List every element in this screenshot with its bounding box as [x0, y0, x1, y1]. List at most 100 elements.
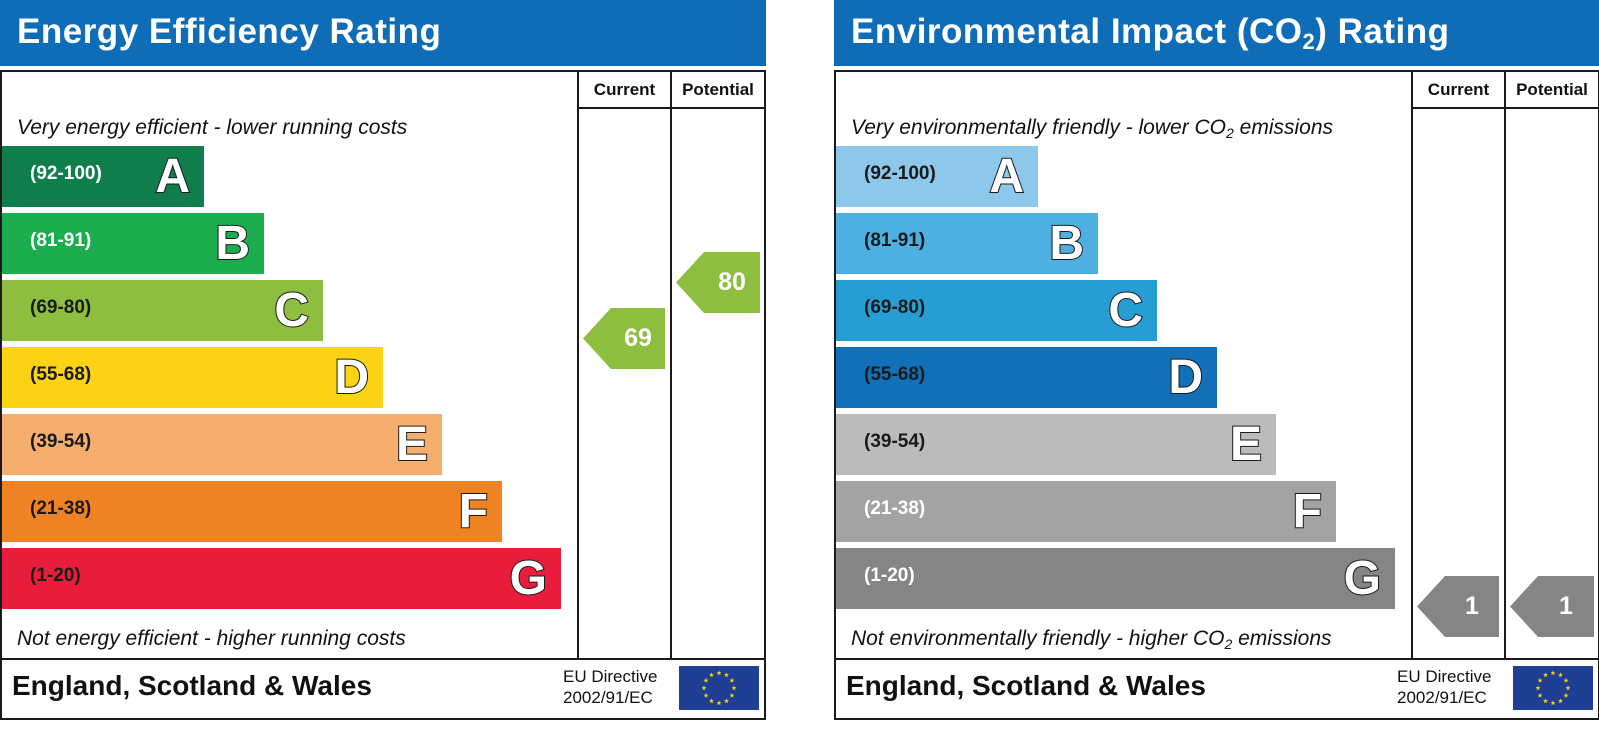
- eu-directive-line: EU Directive: [563, 667, 658, 686]
- top-caption: Very environmentally friendly - lower CO…: [851, 116, 1333, 141]
- region-label: England, Scotland & Wales: [846, 670, 1206, 701]
- band-f: (21-38) F: [2, 481, 502, 542]
- arrow-fill: [1417, 576, 1499, 638]
- band-g: (1-20) G: [836, 548, 1395, 609]
- current-rating-value: 1: [1465, 592, 1479, 621]
- footer-divider: [0, 658, 766, 660]
- eu-directive-text: EU Directive 2002/91/EC: [563, 666, 657, 708]
- flag-star: [1550, 670, 1556, 676]
- band-c: (69-80) C: [836, 280, 1157, 341]
- current-rating-arrow: 1: [1417, 576, 1499, 638]
- band-c: (69-80) C: [2, 280, 323, 341]
- band-b: (81-91) B: [836, 213, 1098, 274]
- band-range-label: (21-38): [864, 498, 926, 519]
- flag-star: [1537, 677, 1543, 683]
- band-range-label: (39-54): [30, 431, 92, 452]
- column-divider: [670, 70, 672, 660]
- flag-star: [1535, 685, 1541, 691]
- column-header-divider: [1411, 107, 1599, 109]
- flag-star: [1537, 692, 1543, 698]
- band-range-label: (55-68): [864, 364, 926, 385]
- flag-star: [729, 692, 735, 698]
- band-letter: F: [1292, 484, 1323, 539]
- band-letter: E: [1229, 417, 1263, 472]
- potential-rating-value: 80: [718, 267, 746, 296]
- top-caption-text: Very environmentally friendly - lower CO: [851, 116, 1227, 139]
- eu-flag-icon: [679, 666, 759, 710]
- bottom-caption-subscript: 2: [1224, 636, 1233, 652]
- band-letter: C: [1107, 283, 1144, 338]
- arrow-shape: [1510, 576, 1594, 638]
- band-letter: G: [1343, 551, 1382, 606]
- flag-star: [703, 692, 709, 698]
- band-range-label: (69-80): [30, 297, 92, 318]
- band-letter: B: [214, 216, 251, 271]
- band-letter: D: [333, 350, 370, 405]
- column-header-current: Current: [1427, 80, 1490, 99]
- bottom-caption: Not environmentally friendly - higher CO…: [851, 627, 1332, 652]
- band-letter: A: [154, 149, 191, 204]
- band-range-label: (81-91): [864, 230, 926, 251]
- eu-flag-icon: [1513, 666, 1593, 710]
- arrow-fill: [1510, 576, 1594, 638]
- title-bar: Environmental Impact (CO2) Rating: [834, 0, 1599, 66]
- title-suffix: ) Rating: [1315, 12, 1450, 51]
- flag-star: [1563, 677, 1569, 683]
- band-range-label: (55-68): [30, 364, 92, 385]
- flag-star: [709, 698, 714, 704]
- band-range-label: (81-91): [30, 230, 92, 251]
- flag-star: [1565, 685, 1571, 691]
- title-bar: Energy Efficiency Rating: [0, 0, 766, 66]
- flag-star: [1543, 698, 1548, 704]
- band-letter: G: [509, 551, 548, 606]
- flag-star: [724, 698, 729, 704]
- band-d: (55-68) D: [2, 347, 383, 408]
- flag-star: [724, 672, 729, 678]
- flag-star: [1550, 700, 1556, 706]
- column-divider: [1504, 70, 1506, 660]
- arrow-shape: [1417, 576, 1499, 638]
- flag-star: [1558, 698, 1563, 704]
- arrow-fill: [583, 308, 665, 370]
- chart-title: Environmental Impact (CO2) Rating: [851, 12, 1450, 55]
- energy-efficiency-chart: Energy Efficiency Rating Current Potenti…: [0, 0, 766, 720]
- band-range-label: (39-54): [864, 431, 926, 452]
- band-b: (81-91) B: [2, 213, 264, 274]
- band-letter: D: [1167, 350, 1204, 405]
- band-range-label: (69-80): [864, 297, 926, 318]
- band-a: (92-100) A: [836, 146, 1038, 207]
- top-caption: Very energy efficient - lower running co…: [17, 116, 408, 139]
- arrow-fill: [676, 251, 760, 313]
- band-letter: E: [395, 417, 429, 472]
- column-divider: [577, 70, 579, 660]
- current-rating-arrow: 69: [583, 308, 665, 370]
- arrow-shape: [583, 308, 665, 370]
- top-caption-suffix: emissions: [1233, 116, 1334, 139]
- potential-rating-value: 1: [1559, 592, 1573, 621]
- eu-directive-number: 2002/91/EC: [1397, 688, 1487, 707]
- eu-directive-line: EU Directive: [1397, 667, 1492, 686]
- flag-star: [716, 700, 722, 706]
- band-f: (21-38) F: [836, 481, 1336, 542]
- bottom-caption-suffix: emissions: [1232, 627, 1332, 650]
- footer-divider: [834, 658, 1599, 660]
- column-divider: [1411, 70, 1413, 660]
- eu-directive-text: EU Directive 2002/91/EC: [1397, 666, 1491, 708]
- band-letter: C: [273, 283, 310, 338]
- column-header-current: Current: [593, 80, 656, 99]
- band-e: (39-54) E: [836, 414, 1276, 475]
- bottom-caption: Not energy efficient - higher running co…: [17, 627, 406, 650]
- band-range-label: (21-38): [30, 498, 92, 519]
- potential-rating-arrow: 80: [676, 251, 760, 313]
- column-header-divider: [577, 107, 766, 109]
- title-main: Environmental Impact (CO: [851, 12, 1303, 51]
- flag-star: [729, 677, 735, 683]
- band-a: (92-100) A: [2, 146, 204, 207]
- band-range-label: (1-20): [864, 565, 915, 586]
- flag-star: [716, 670, 722, 676]
- band-e: (39-54) E: [2, 414, 442, 475]
- band-letter: B: [1048, 216, 1085, 271]
- flag-star: [703, 677, 709, 683]
- flag-star: [731, 685, 737, 691]
- band-range-label: (92-100): [864, 163, 936, 184]
